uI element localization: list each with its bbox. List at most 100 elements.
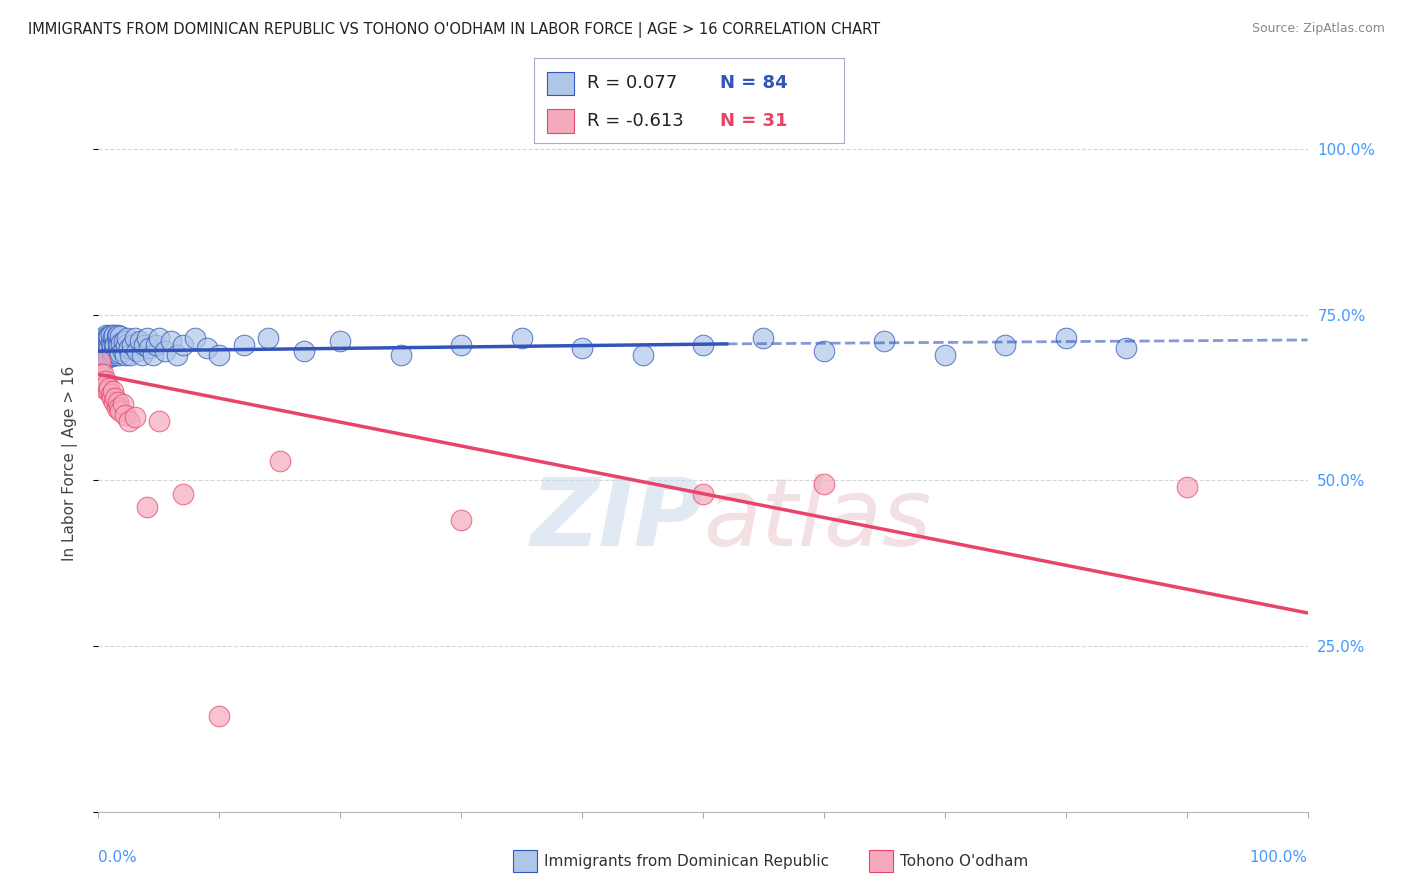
Point (96, 377, 118, 392)
Point (89, 354, 111, 368)
Point (91, 351, 114, 365)
Point (128, 334, 150, 349)
Text: R = 0.077: R = 0.077 (586, 74, 678, 93)
Text: 0.0%: 0.0% (98, 850, 138, 865)
Point (292, 344, 315, 359)
Point (91, 347, 114, 361)
Point (110, 336, 132, 351)
Text: IMMIGRANTS FROM DOMINICAN REPUBLIC VS TOHONO O'ODHAM IN LABOR FORCE | AGE > 16 C: IMMIGRANTS FROM DOMINICAN REPUBLIC VS TO… (28, 22, 880, 38)
Point (114, 409, 136, 423)
Point (450, 513, 472, 527)
Point (631, 347, 654, 361)
Point (103, 395, 125, 409)
Point (108, 347, 131, 361)
Point (90, 368, 112, 382)
Point (148, 331, 170, 345)
Point (90, 334, 112, 349)
Point (873, 334, 896, 349)
Point (148, 414, 170, 428)
Point (124, 410, 146, 425)
Point (127, 344, 149, 359)
Point (692, 486, 714, 500)
Point (91, 337, 114, 351)
Point (101, 346, 124, 360)
Point (98, 330, 121, 344)
Point (256, 331, 278, 345)
Point (1115, 341, 1137, 355)
Point (117, 331, 139, 345)
Point (450, 337, 472, 351)
Point (105, 401, 128, 415)
Text: N = 31: N = 31 (720, 112, 787, 129)
Point (166, 347, 188, 361)
Point (93, 341, 115, 355)
Point (93, 344, 115, 359)
Point (160, 334, 183, 349)
Point (96, 331, 118, 345)
Point (813, 476, 835, 491)
Point (108, 329, 131, 343)
Point (94, 327, 117, 342)
Point (135, 500, 157, 514)
Point (93, 331, 115, 345)
Point (1054, 331, 1077, 345)
Point (135, 331, 157, 345)
Point (138, 341, 160, 355)
Point (269, 453, 291, 467)
Point (98, 381, 121, 395)
Point (107, 336, 129, 351)
Point (131, 347, 153, 361)
Point (111, 344, 134, 359)
Point (93, 381, 115, 395)
Point (111, 397, 134, 411)
Point (118, 414, 141, 428)
Point (97, 384, 120, 398)
Text: R = -0.613: R = -0.613 (586, 112, 683, 129)
Point (91, 374, 114, 388)
Point (107, 395, 129, 409)
Point (389, 347, 412, 361)
Point (103, 327, 125, 342)
Text: Tohono O'odham: Tohono O'odham (900, 855, 1028, 869)
Point (172, 486, 194, 500)
Point (101, 384, 124, 398)
Point (96, 351, 118, 365)
Point (100, 327, 122, 342)
Point (124, 331, 146, 345)
Point (108, 401, 131, 415)
Point (208, 347, 231, 361)
Point (112, 334, 135, 349)
Bar (547, 71, 575, 95)
Point (104, 347, 127, 361)
Point (103, 337, 125, 351)
Point (121, 337, 143, 351)
Text: Immigrants from Dominican Republic: Immigrants from Dominican Republic (544, 855, 830, 869)
Point (96, 341, 118, 355)
Point (101, 329, 124, 343)
Point (692, 337, 714, 351)
Point (108, 404, 131, 418)
Point (994, 337, 1017, 351)
Point (118, 347, 141, 361)
Point (105, 329, 128, 343)
Point (114, 347, 136, 361)
Point (934, 347, 956, 361)
Point (108, 337, 131, 351)
Point (97, 347, 120, 361)
Point (97, 337, 120, 351)
Point (104, 391, 127, 405)
Point (94, 374, 117, 388)
Point (153, 344, 176, 359)
Point (142, 347, 165, 361)
Point (115, 337, 138, 351)
Text: N = 84: N = 84 (720, 74, 787, 93)
Point (98, 340, 121, 354)
Point (571, 341, 593, 355)
Point (108, 345, 131, 359)
Point (94, 347, 117, 361)
Point (232, 337, 254, 351)
Point (100, 345, 122, 359)
Point (329, 334, 352, 349)
Point (91, 368, 114, 382)
Point (94, 337, 117, 351)
